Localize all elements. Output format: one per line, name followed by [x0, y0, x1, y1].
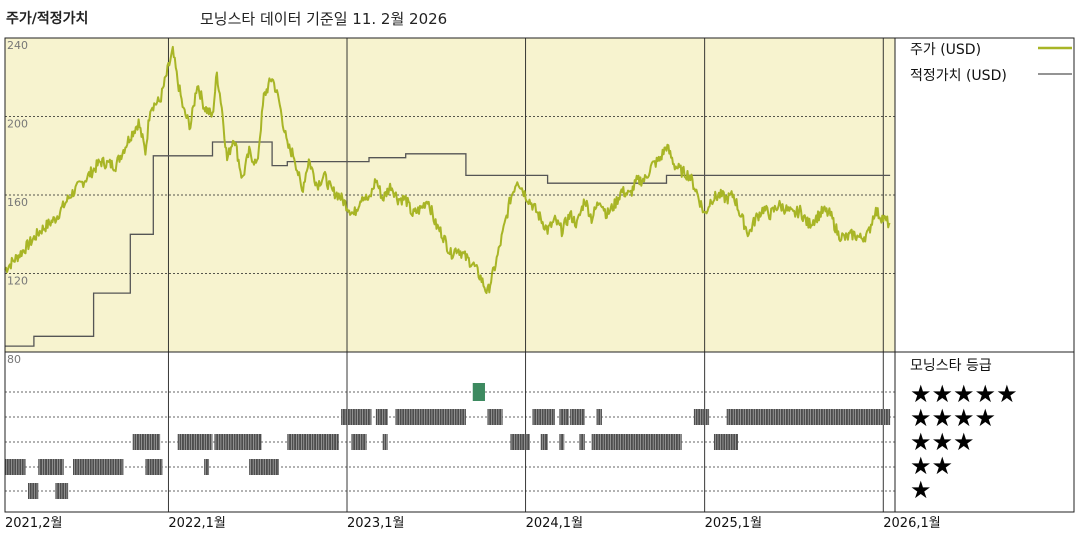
- chart-frame: [4, 37, 1075, 513]
- x-tick-label: 2025,1월: [705, 516, 762, 531]
- rating-bar-4-star: [375, 409, 388, 425]
- x-tick-label: 2022,1월: [168, 516, 225, 531]
- rating-bar-4-star: [596, 409, 602, 425]
- rating-bar-3-star: [579, 434, 585, 450]
- rating-bar-3-star: [177, 434, 213, 450]
- rating-bar-3-star: [559, 434, 565, 450]
- chart-subtitle: 모닝스타 데이터 기준일 11. 2월 2026: [200, 10, 448, 28]
- y-tick-label: 80: [7, 353, 21, 366]
- rating-legend-5-stars: ★★★★★: [910, 380, 1018, 408]
- price-series: [4, 45, 891, 295]
- rating-bar-4-star: [487, 409, 503, 425]
- y-tick-label: 120: [7, 275, 28, 288]
- rating-legend-2-stars: ★★: [910, 452, 953, 480]
- rating-bar-4-star: [395, 409, 466, 425]
- rating-legend-title: 모닝스타 등급: [910, 358, 992, 374]
- rating-legend-1-star: ★: [910, 476, 932, 504]
- rating-legend-4-stars: ★★★★: [910, 404, 996, 432]
- rating-bar-3-star: [591, 434, 682, 450]
- x-tick-label: 2023,1월: [347, 516, 404, 531]
- chart-label: 주가/적정가치: [6, 11, 89, 27]
- rating-legend-3-stars: ★★★: [910, 428, 975, 456]
- rating-bar-2-star: [249, 459, 279, 475]
- legend-fair-value-label: 적정가치 (USD): [910, 68, 1007, 84]
- rating-bar-2-star: [145, 459, 163, 475]
- y-tick-label: 160: [7, 196, 28, 209]
- rating-bar-4-star: [559, 409, 570, 425]
- y-axis-ticks: 80 120 160 200 240: [7, 39, 28, 366]
- rating-bar-2-star: [73, 459, 124, 475]
- rating-bar-4-star: [693, 409, 710, 425]
- rating-bar-1-star: [27, 483, 39, 499]
- y-tick-label: 240: [7, 39, 28, 52]
- rating-bar-4-star: [570, 409, 585, 425]
- rating-bars: [5, 383, 891, 499]
- rating-bar-3-star: [351, 434, 367, 450]
- rating-bar-3-star: [214, 434, 262, 450]
- fair-value-series: [5, 141, 891, 347]
- rating-bar-5-star: [472, 383, 485, 401]
- rating-bar-3-star: [540, 434, 548, 450]
- lower-plot-background: [5, 352, 895, 512]
- rating-bar-4-star: [341, 409, 372, 425]
- rating-bar-3-star: [713, 434, 738, 450]
- price-line: [4, 45, 891, 295]
- rating-bar-2-star: [204, 459, 210, 475]
- x-axis-ticks: 2021,2월 2022,1월 2023,1월 2024,1월 2025,1월 2026,…: [5, 38, 941, 531]
- rating-bar-3-star: [382, 434, 388, 450]
- rating-bar-3-star: [132, 434, 161, 450]
- fair-value-line: [5, 141, 891, 347]
- legend-price-label: 주가 (USD): [910, 42, 981, 58]
- y-tick-label: 200: [7, 118, 28, 131]
- x-tick-label: 2021,2월: [5, 516, 62, 531]
- x-tick-label: 2024,1월: [526, 516, 583, 531]
- x-tick-label: 2026,1월: [883, 516, 940, 531]
- outer-border: [4, 37, 1075, 513]
- rating-bar-3-star: [510, 434, 530, 450]
- rating-bar-2-star: [5, 459, 26, 475]
- rating-bar-3-star: [287, 434, 339, 450]
